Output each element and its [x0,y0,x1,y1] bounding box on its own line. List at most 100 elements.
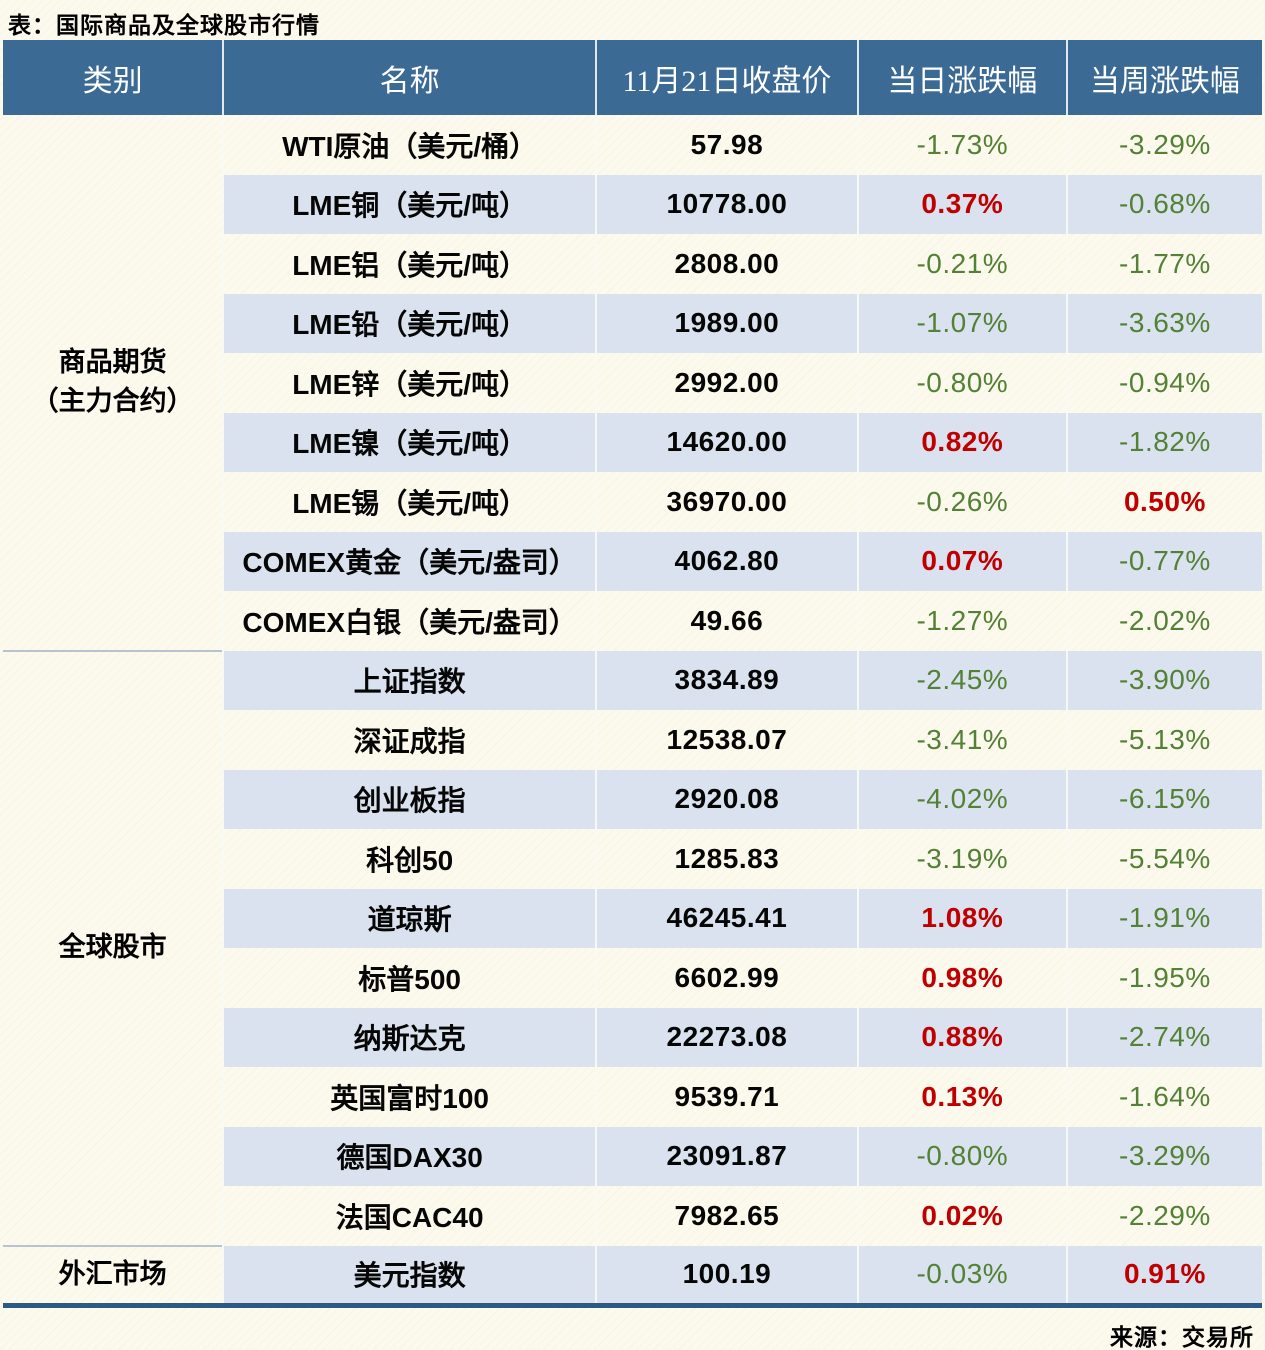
table-row: 法国CAC40 7982.65 0.02% -2.29% [3,1186,1262,1246]
table-row: LME锡（美元/吨） 36970.00 -0.26% 0.50% [3,472,1262,532]
day-change-cell: -0.26% [857,472,1068,532]
name-cell: 英国富时100 [223,1067,597,1127]
close-price-cell: 49.66 [595,591,859,651]
table-row: LME镍（美元/吨） 14620.00 0.82% -1.82% [3,412,1262,472]
table-row: 深证成指 12538.07 -3.41% -5.13% [3,710,1262,770]
name-cell: COMEX白银（美元/盎司） [223,591,597,651]
close-price-cell: 1285.83 [595,829,859,889]
day-change-cell: 0.13% [857,1067,1068,1127]
week-change-cell: -0.68% [1066,174,1262,234]
table-row: 创业板指 2920.08 -4.02% -6.15% [3,769,1262,829]
category-cell: 全球股市 [3,649,225,1246]
table-row: LME锌（美元/吨） 2992.00 -0.80% -0.94% [3,353,1262,413]
week-change-cell: -6.15% [1066,769,1262,829]
day-change-cell: -0.80% [857,353,1068,413]
name-cell: 创业板指 [223,769,597,829]
name-cell: 法国CAC40 [223,1186,597,1246]
close-price-cell: 1989.00 [595,293,859,353]
name-cell: LME铅（美元/吨） [223,293,597,353]
day-change-cell: 0.88% [857,1007,1068,1067]
week-change-cell: -1.77% [1119,247,1211,279]
week-change-cell: -5.54% [1119,842,1211,874]
week-change-cell: -1.91% [1066,888,1262,948]
name-cell: 深证成指 [223,710,597,770]
close-price-cell: 36970.00 [595,472,859,532]
day-change-cell: -1.73% [857,115,1068,175]
name-cell: WTI原油（美元/桶） [223,115,597,175]
day-change-cell: 0.98% [857,948,1068,1008]
header-day-change: 当日涨跌幅 [857,40,1068,115]
name-cell: LME镍（美元/吨） [223,412,597,472]
close-price-cell: 23091.87 [595,1126,859,1186]
day-change-cell: -0.03% [857,1245,1068,1305]
table-row: 科创50 1285.83 -3.19% -5.54% [3,829,1262,889]
day-change-cell: 1.08% [857,888,1068,948]
close-price-cell: 9539.71 [595,1067,859,1127]
table-row: LME铝（美元/吨） 2808.00 -0.21% -1.77% [3,234,1262,294]
week-change-cell: -0.94% [1119,366,1211,398]
table-row: 商品期货 （主力合约） WTI原油（美元/桶） 57.98 -1.73% -3.29% [3,115,1262,651]
category-label: （主力合约） [31,386,194,417]
name-cell: 上证指数 [223,650,597,710]
category-label: 商品期货 [58,347,167,378]
week-change-cell: -2.02% [1119,604,1211,636]
name-cell: 道琼斯 [223,888,597,948]
name-cell: 科创50 [223,829,597,889]
close-price-cell: 14620.00 [595,412,859,472]
close-price-cell: 2992.00 [595,353,859,413]
close-price-cell: 3834.89 [595,650,859,710]
close-price-cell: 6602.99 [595,948,859,1008]
category-label: 外汇市场 [58,1258,167,1289]
table-row: COMEX黄金（美元/盎司） 4062.80 0.07% -0.77% [3,531,1262,591]
day-change-cell: -0.21% [857,234,1068,294]
close-price-cell: 12538.07 [595,710,859,770]
close-price-cell: 10778.00 [595,174,859,234]
close-price-cell: 100.19 [595,1245,859,1305]
week-change-cell: -2.29% [1119,1199,1211,1231]
day-change-cell: 0.07% [857,531,1068,591]
name-cell: LME锡（美元/吨） [223,472,597,532]
name-cell: 美元指数 [223,1245,597,1305]
close-price-cell: 22273.08 [595,1007,859,1067]
table-row: 全球股市 上证指数 3834.89 -2.45% -3.90% [3,649,1262,1246]
name-cell: LME铜（美元/吨） [223,174,597,234]
close-price-cell: 57.98 [595,115,859,175]
week-change-cell: -2.74% [1066,1007,1262,1067]
source-note: 来源：交易所 [1110,1323,1254,1350]
name-cell: 德国DAX30 [223,1126,597,1186]
day-change-cell: -3.19% [857,829,1068,889]
week-change-cell: -1.95% [1119,961,1211,993]
close-price-cell: 2920.08 [595,769,859,829]
name-cell: LME锌（美元/吨） [223,353,597,413]
header-week-change: 当周涨跌幅 [1066,40,1262,115]
table-row: LME铜（美元/吨） 10778.00 0.37% -0.68% [3,174,1262,234]
week-change-cell: -5.13% [1119,723,1211,755]
header-category: 类别 [3,40,225,115]
table-row: 纳斯达克 22273.08 0.88% -2.74% [3,1007,1262,1067]
week-change-cell: -3.29% [1119,128,1211,160]
week-change-cell: -3.63% [1066,293,1262,353]
category-label: 全球股市 [58,932,167,963]
table-header: 类别 名称 11月21日收盘价 当日涨跌幅 当周涨跌幅 [3,40,1262,115]
header-name: 名称 [223,40,597,115]
close-price-cell: 2808.00 [595,234,859,294]
week-change-cell: -0.77% [1066,531,1262,591]
week-change-cell: -1.64% [1119,1080,1211,1112]
close-price-cell: 7982.65 [595,1186,859,1246]
market-table: 类别 名称 11月21日收盘价 当日涨跌幅 当周涨跌幅 商品期货 （主力合约） WT… [3,40,1262,1308]
week-change-cell: 0.50% [1123,485,1206,517]
name-cell: 标普500 [223,948,597,1008]
day-change-cell: -1.27% [857,591,1068,651]
close-price-cell: 46245.41 [595,888,859,948]
table-row: 标普500 6602.99 0.98% -1.95% [3,948,1262,1008]
day-change-cell: -2.45% [857,650,1068,710]
table-row: COMEX白银（美元/盎司） 49.66 -1.27% -2.02% [3,591,1262,651]
day-change-cell: -1.07% [857,293,1068,353]
close-price-cell: 4062.80 [595,531,859,591]
category-cell: 外汇市场 [3,1244,225,1305]
category-cell: 商品期货 （主力合约） [3,115,225,651]
header-row: 类别 名称 11月21日收盘价 当日涨跌幅 当周涨跌幅 [3,40,1262,115]
table-row: 英国富时100 9539.71 0.13% -1.64% [3,1067,1262,1127]
day-change-cell: 0.37% [857,174,1068,234]
table-row: LME铅（美元/吨） 1989.00 -1.07% -3.63% [3,293,1262,353]
